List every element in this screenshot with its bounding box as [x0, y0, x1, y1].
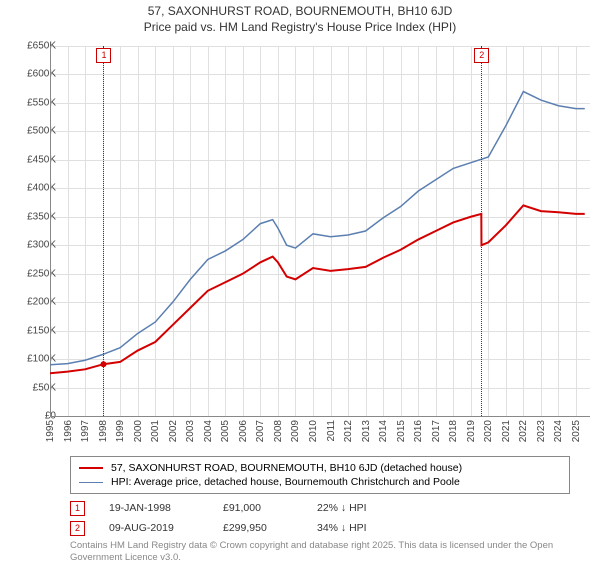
- x-tick-label: 2025: [571, 420, 582, 442]
- legend: 57, SAXONHURST ROAD, BOURNEMOUTH, BH10 6…: [70, 456, 570, 494]
- x-tick-label: 2002: [168, 420, 179, 442]
- transaction-date: 09-AUG-2019: [109, 522, 199, 534]
- transaction-row: 2 09-AUG-2019 £299,950 34% ↓ HPI: [70, 518, 407, 538]
- legend-swatch: [79, 482, 103, 483]
- x-tick-label: 2009: [290, 420, 301, 442]
- transaction-badge: 2: [70, 521, 85, 536]
- x-tick-label: 2020: [483, 420, 494, 442]
- legend-label: HPI: Average price, detached house, Bour…: [111, 476, 460, 488]
- transaction-table: 1 19-JAN-1998 £91,000 22% ↓ HPI 2 09-AUG-2019…: [70, 498, 407, 538]
- x-tick-label: 2024: [553, 420, 564, 442]
- x-tick-label: 2005: [220, 420, 231, 442]
- title-line-2: Price paid vs. HM Land Registry's House …: [144, 20, 456, 34]
- transaction-date: 19-JAN-1998: [109, 502, 199, 514]
- transaction-price: £91,000: [223, 502, 293, 514]
- x-tick-label: 1998: [98, 420, 109, 442]
- x-tick-label: 2011: [326, 420, 337, 442]
- x-tick-label: 2003: [185, 420, 196, 442]
- x-tick-label: 2018: [448, 420, 459, 442]
- x-tick-label: 2013: [361, 420, 372, 442]
- title-line-1: 57, SAXONHURST ROAD, BOURNEMOUTH, BH10 6…: [148, 4, 453, 18]
- chart-title: 57, SAXONHURST ROAD, BOURNEMOUTH, BH10 6…: [0, 4, 600, 35]
- x-tick-label: 2007: [255, 420, 266, 442]
- legend-row: 57, SAXONHURST ROAD, BOURNEMOUTH, BH10 6…: [79, 461, 561, 475]
- legend-row: HPI: Average price, detached house, Bour…: [79, 475, 561, 489]
- x-tick-label: 2014: [378, 420, 389, 442]
- x-tick-label: 1999: [115, 420, 126, 442]
- transaction-delta: 34% ↓ HPI: [317, 522, 407, 534]
- footnote: Contains HM Land Registry data © Crown c…: [70, 540, 580, 564]
- x-tick-label: 2022: [518, 420, 529, 442]
- x-tick-label: 2017: [431, 420, 442, 442]
- transaction-marker-line: [103, 46, 104, 416]
- series-price_paid: [50, 205, 585, 373]
- x-tick-label: 2012: [343, 420, 354, 442]
- x-tick-label: 2023: [536, 420, 547, 442]
- transaction-badge: 1: [70, 501, 85, 516]
- x-tick-label: 2016: [413, 420, 424, 442]
- x-tick-label: 2000: [133, 420, 144, 442]
- transaction-marker-badge: 1: [96, 48, 111, 63]
- x-tick-label: 2004: [203, 420, 214, 442]
- x-tick-label: 2019: [466, 420, 477, 442]
- transaction-marker-badge: 2: [474, 48, 489, 63]
- transaction-row: 1 19-JAN-1998 £91,000 22% ↓ HPI: [70, 498, 407, 518]
- legend-swatch: [79, 467, 103, 469]
- transaction-delta: 22% ↓ HPI: [317, 502, 407, 514]
- x-tick-label: 2010: [308, 420, 319, 442]
- x-tick-label: 2008: [273, 420, 284, 442]
- x-tick-label: 2021: [501, 420, 512, 442]
- x-tick-label: 1995: [45, 420, 56, 442]
- x-tick-label: 2006: [238, 420, 249, 442]
- transaction-marker-line: [481, 46, 482, 416]
- transaction-price: £299,950: [223, 522, 293, 534]
- x-tick-label: 1997: [80, 420, 91, 442]
- chart-container: { "title_line1": "57, SAXONHURST ROAD, B…: [0, 4, 600, 564]
- x-tick-label: 1996: [63, 420, 74, 442]
- x-tick-label: 2001: [150, 420, 161, 442]
- plot-area: [50, 46, 590, 416]
- series-hpi: [50, 92, 585, 365]
- legend-label: 57, SAXONHURST ROAD, BOURNEMOUTH, BH10 6…: [111, 462, 462, 474]
- x-tick-label: 2015: [396, 420, 407, 442]
